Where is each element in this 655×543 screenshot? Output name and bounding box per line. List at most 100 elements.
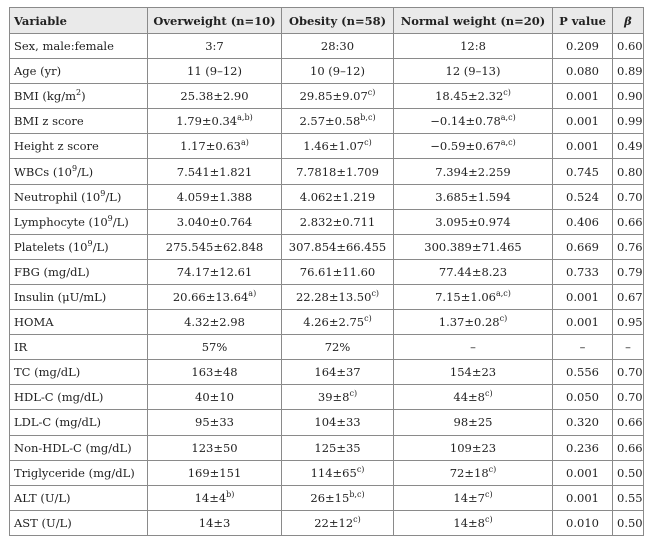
cell-variable-superscript: 9 [107,213,113,223]
cell-obesity: 39±8c) [281,384,394,411]
cell-obesity: 26±15b,c) [281,484,394,511]
data-table: Variable Overweight (n=10) Obesity (n=58… [9,7,644,536]
cell-p-value: 0.001 [552,108,613,135]
cell-beta: 0.99 [612,108,644,135]
cell-obesity: 4.062±1.219 [281,183,394,210]
cell-variable: HDL-C (mg/dL) [9,384,148,411]
cell-beta-value: 0.89 [617,64,643,79]
cell-obesity: 22.28±13.50c) [281,283,394,311]
cell-variable: Insulin (μU/mL) [9,283,148,311]
cell-normal-weight: 3.095±0.974 [393,208,553,235]
cell-variable-value: Lymphocyte (10 [14,214,108,229]
header-obesity: Obesity (n=58) [281,7,394,34]
cell-normal-weight-superscript: c) [503,88,511,98]
cell-overweight-superscript: a,b) [237,113,253,123]
cell-variable-superscript: 2 [76,88,82,98]
cell-normal-weight: 77.44±8.23 [393,258,553,285]
header-variable: Variable [9,7,148,34]
cell-variable-suffix: /L) [92,239,109,254]
cell-variable: Non-HDL-C (mg/dL) [9,434,148,461]
cell-p-value-value: 0.524 [566,189,599,204]
cell-obesity-superscript: c) [356,464,365,474]
cell-normal-weight-superscript: c) [488,464,497,474]
cell-normal-weight: 44±8c) [393,384,553,411]
cell-beta-value: 0.70 [617,365,643,380]
cell-beta: – [612,334,644,361]
cell-normal-weight-value: 7.15±1.06 [435,289,496,304]
cell-variable-value: TC (mg/dL) [14,365,81,380]
cell-p-value: 0.236 [552,434,613,461]
cell-variable-value: LDL-C (mg/dL) [14,415,101,430]
table-row: TC (mg/dL) 163±48 164±37 154±23 0.556 0.70 [9,359,644,386]
cell-overweight: 3:7 [147,32,282,60]
cell-variable: Triglyceride (mg/dL) [9,459,148,486]
cell-overweight: 20.66±13.64a) [147,283,282,311]
cell-p-value: 0.669 [552,233,613,260]
cell-obesity: 72% [281,334,394,361]
cell-variable-suffix: /L) [105,189,122,204]
cell-beta: 0.50 [612,509,644,536]
cell-normal-weight: 98±25 [393,409,553,436]
cell-overweight-value: 3:7 [205,39,224,54]
cell-variable: WBCs (109/L) [9,158,148,185]
cell-overweight-superscript: b) [226,489,235,499]
cell-overweight-value: 74.17±12.61 [176,264,253,279]
cell-variable-value: AST (U/L) [14,515,72,530]
cell-obesity: 4.26±2.75c) [281,309,394,336]
cell-normal-weight-value: 44±8 [453,390,485,405]
cell-obesity-superscript: b,c) [360,113,376,123]
cell-beta-value: 0.66 [617,214,643,229]
cell-beta: 0.89 [612,58,644,85]
table-row: AST (U/L) 14±3 22±12c) 14±8c) 0.010 0.50 [9,509,644,536]
cell-overweight-value: 7.541±1.821 [176,164,253,179]
cell-p-value: 0.001 [552,484,613,511]
cell-overweight: 14±4b) [147,484,282,511]
cell-overweight: 3.040±0.764 [147,208,282,235]
cell-normal-weight: 7.15±1.06a,c) [393,283,553,311]
cell-normal-weight-value: 154±23 [449,365,497,380]
header-overweight: Overweight (n=10) [147,7,282,34]
cell-obesity-value: 4.062±1.219 [299,189,376,204]
cell-normal-weight-value: 72±18 [449,465,489,480]
cell-obesity-value: 164±37 [314,365,361,380]
cell-obesity: 28:30 [281,32,394,60]
cell-overweight: 40±10 [147,384,282,411]
cell-obesity-value: 4.26±2.75 [303,315,365,330]
cell-overweight-value: 275.545±62.848 [165,239,264,254]
cell-p-value: 0.209 [552,32,613,60]
cell-variable-superscript: 9 [71,163,78,173]
cell-overweight: 169±151 [147,459,282,486]
header-normal-weight: Normal weight (n=20) [393,7,553,34]
cell-variable-suffix: /L) [77,164,94,179]
cell-overweight-value: 1.17±0.63 [180,139,241,154]
cell-variable: BMI z score [9,108,148,135]
cell-variable-suffix: ) [81,89,86,104]
cell-p-value-value: 0.556 [566,365,599,380]
cell-p-value-value: 0.209 [566,39,599,54]
cell-obesity-value: 2.832±0.711 [299,214,376,229]
cell-variable: LDL-C (mg/dL) [9,409,148,436]
cell-normal-weight-value: 7.394±2.259 [435,164,511,179]
cell-p-value: – [552,334,613,361]
cell-overweight-value: 95±33 [195,415,234,430]
cell-beta-value: 0.66 [617,415,643,430]
cell-obesity: 22±12c) [281,509,394,536]
table-row: Lymphocyte (109/L) 3.040±0.764 2.832±0.711… [9,208,644,235]
cell-beta: 0.70 [612,384,644,411]
cell-variable-superscript: 9 [87,238,93,248]
cell-obesity-superscript: c) [353,515,361,524]
cell-normal-weight-value: 3.685±1.594 [435,189,511,204]
cell-normal-weight-value: −0.14±0.78 [430,114,501,129]
cell-obesity-superscript: b,c) [349,489,365,499]
cell-obesity: 2.832±0.711 [281,208,394,235]
cell-variable-value: Non-HDL-C (mg/dL) [14,440,132,455]
cell-overweight-value: 20.66±13.64 [172,289,249,304]
cell-normal-weight: – [393,334,553,361]
cell-normal-weight: 12 (9–13) [393,58,553,85]
cell-obesity-value: 307.854±66.455 [288,239,387,254]
cell-overweight-value: 3.040±0.764 [176,214,253,229]
cell-beta-value: 0.60 [617,39,643,54]
cell-overweight: 4.32±2.98 [147,309,282,336]
cell-p-value: 0.556 [552,359,613,386]
cell-normal-weight-superscript: a,c) [500,138,516,148]
